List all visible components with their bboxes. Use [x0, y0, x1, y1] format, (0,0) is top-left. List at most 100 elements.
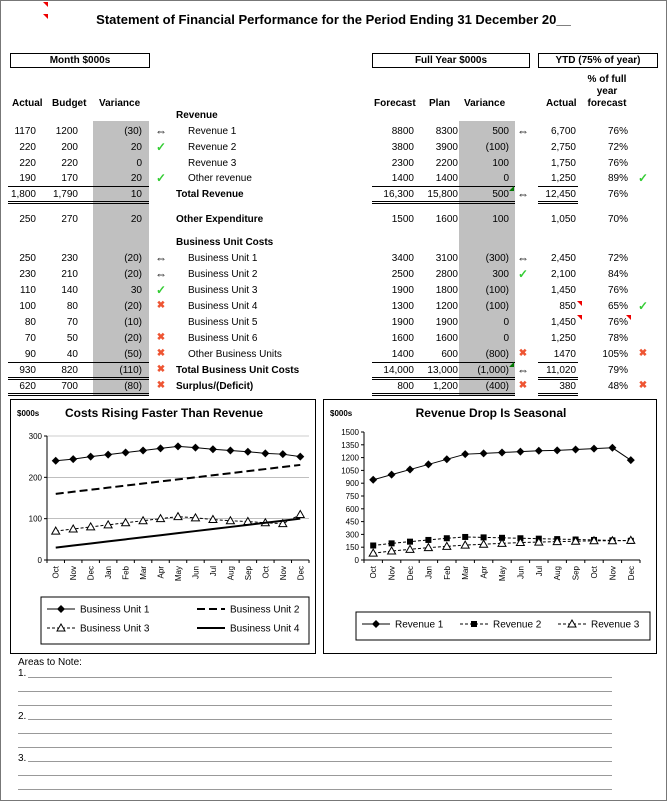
col-forecast: Forecast [374, 98, 416, 109]
month-status-arrow-icon: ⇔ [155, 267, 167, 281]
y-tick-label: 1200 [341, 454, 359, 463]
cell-pct-forecast: 78% [607, 333, 628, 344]
x-tick-label: Feb [443, 565, 452, 579]
cell-actual: 230 [19, 269, 36, 280]
month-status-check-icon: ✓ [155, 140, 167, 154]
cell-actual: 70 [24, 333, 36, 344]
col-pct-3: forecast [587, 98, 627, 109]
x-tick-label: Dec [406, 566, 415, 580]
cell-budget: 820 [61, 365, 78, 376]
note-line[interactable] [18, 691, 612, 692]
row-label: Surplus/(Deficit) [176, 381, 254, 392]
note-line[interactable] [18, 733, 612, 734]
series-line [55, 463, 301, 495]
note-2-line[interactable] [28, 719, 612, 720]
data-point [261, 449, 270, 458]
cell-pct-forecast [580, 110, 628, 122]
legend-label: Business Unit 2 [230, 605, 300, 616]
data-point [104, 450, 113, 459]
data-point [50, 526, 61, 535]
row-label: Other revenue [188, 173, 252, 184]
cell-plan [420, 110, 458, 122]
cell-actual [8, 110, 36, 122]
cell-variance: (20) [124, 301, 142, 312]
cell-pct-forecast: 72% [607, 142, 628, 153]
x-tick-label: Sep [572, 565, 581, 580]
double-rule [372, 201, 515, 204]
data-point [497, 538, 507, 547]
month-status-cross-icon: ✖ [156, 348, 166, 359]
x-tick-label: Nov [388, 566, 397, 580]
comment-marker [509, 186, 514, 191]
row-label: Revenue 1 [188, 126, 237, 137]
x-tick-label: Oct [369, 565, 378, 578]
cell-pct-forecast [580, 237, 628, 249]
x-tick-label: Oct [261, 565, 270, 578]
ytd-header-box: YTD (75% of year) [538, 53, 658, 68]
y-axis-label: $000s [17, 409, 40, 418]
series-line [373, 539, 631, 554]
col-pct-1: % of full [587, 74, 627, 85]
row-label: Revenue 3 [188, 158, 237, 169]
note-line[interactable] [18, 705, 612, 706]
note-line[interactable] [18, 775, 612, 776]
data-point [68, 523, 79, 533]
data-point [626, 456, 635, 465]
data-point [462, 533, 469, 540]
y-tick-label: 200 [29, 473, 43, 482]
data-point [369, 475, 378, 484]
col-variance: Variance [99, 98, 141, 109]
x-tick-label: Nov [69, 566, 78, 580]
y-tick-label: 150 [346, 543, 360, 552]
cell-fy-variance: 100 [492, 158, 509, 169]
comment-marker [577, 301, 582, 306]
cell-forecast: 8800 [391, 126, 414, 137]
cell-variance: (30) [124, 126, 142, 137]
y-tick-label: 1050 [341, 466, 359, 475]
col-pct-2: year [596, 86, 618, 97]
pct-status-check-icon: ✓ [637, 299, 649, 313]
note-1-line[interactable] [28, 677, 612, 678]
note-3-line[interactable] [28, 761, 612, 762]
data-point [139, 446, 148, 455]
legend-label: Business Unit 3 [80, 624, 150, 635]
cell-budget: 700 [61, 381, 78, 392]
cell-fy-variance: (100) [485, 301, 509, 312]
cell-fy-variance: 300 [492, 269, 509, 280]
x-tick-label: Nov [608, 566, 617, 580]
data-point [370, 542, 377, 549]
y-axis-label: $000s [330, 409, 353, 418]
double-rule [8, 201, 149, 204]
data-point [461, 450, 470, 459]
row-label: Other Expenditure [176, 214, 264, 225]
cell-ytd-actual: 2,750 [550, 142, 576, 153]
data-point [86, 452, 95, 461]
legend-marker [372, 620, 380, 628]
x-tick-label: Dec [87, 566, 96, 580]
cell-budget: 170 [61, 173, 78, 184]
data-point [552, 536, 563, 546]
x-tick-label: Jul [535, 566, 544, 576]
col-fy-variance: Variance [464, 98, 506, 109]
x-tick-label: Jul [209, 566, 218, 576]
note-line[interactable] [18, 789, 612, 790]
note-line[interactable] [18, 747, 612, 748]
cell-fy-variance: 0 [503, 333, 509, 344]
chart-title: Costs Rising Faster Than Revenue [65, 406, 263, 420]
cell-ytd-actual: 6,700 [550, 126, 576, 137]
y-tick-label: 750 [346, 492, 360, 501]
legend-label: Business Unit 1 [80, 605, 150, 616]
cell-ytd-actual: 1,050 [550, 214, 576, 225]
legend-label: Business Unit 4 [230, 624, 300, 635]
comment-marker [43, 2, 48, 7]
data-point [589, 535, 599, 545]
x-tick-label: Oct [590, 565, 599, 578]
cell-budget: 200 [61, 142, 78, 153]
cell-plan: 1800 [435, 285, 458, 296]
y-tick-label: 1350 [341, 441, 359, 450]
cell-plan: 3100 [435, 253, 458, 264]
cell-forecast: 1400 [391, 173, 414, 184]
chart-revenue: Revenue Drop Is Seasonal $000s 0 150 300 450 6… [323, 399, 657, 654]
data-point [478, 539, 489, 548]
cell-fy-variance: (300) [485, 253, 509, 264]
